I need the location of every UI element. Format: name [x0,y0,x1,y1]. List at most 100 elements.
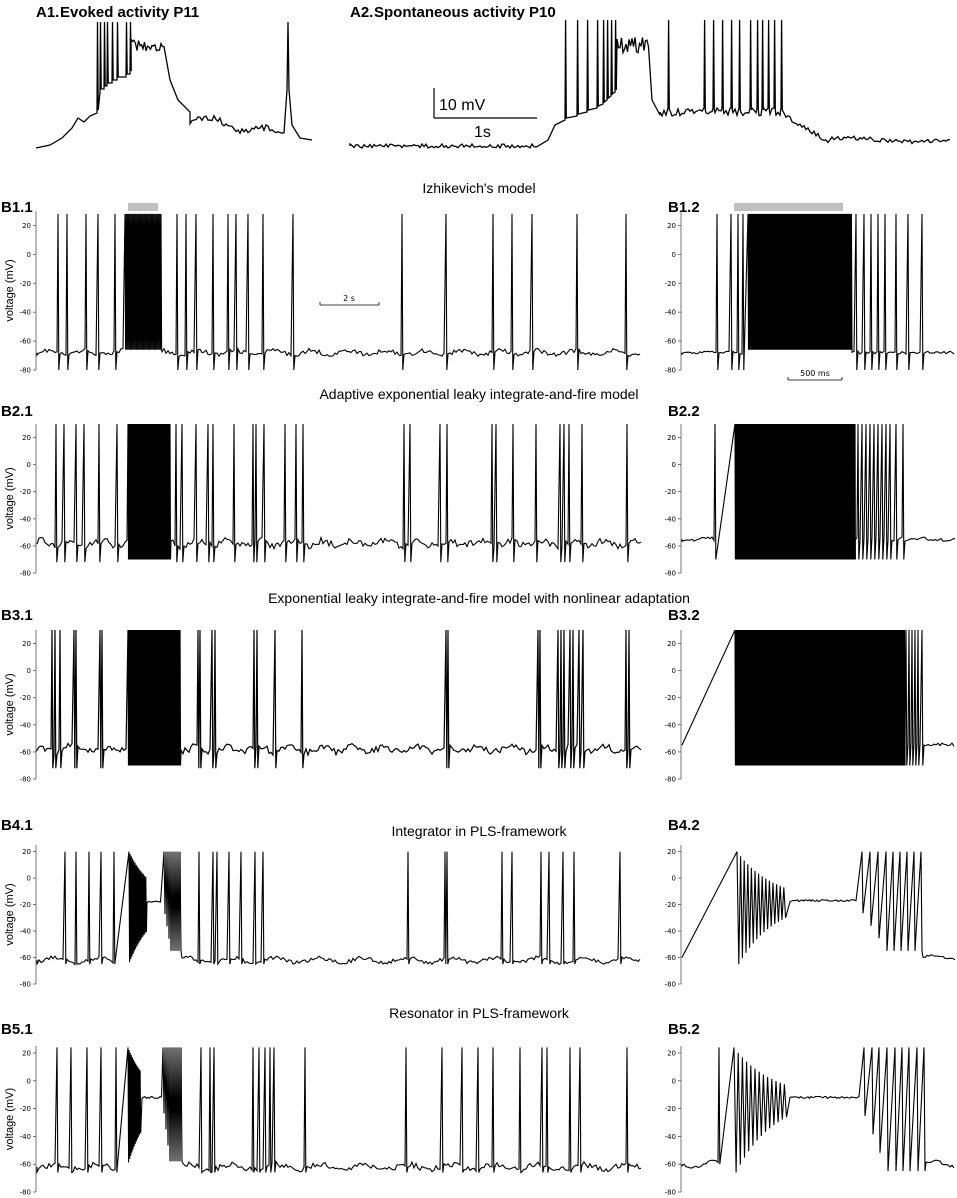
yaxis-b4-1: 20 0 -20 -40 -60 -80 [20,845,37,989]
yaxis-b4-1-tick-label: -20 [20,901,31,909]
section-title-b1: Izhikevich's model [422,180,535,196]
yaxis-b2-1-tick-label: 0 [27,461,31,469]
trace-b1-2 [681,213,955,371]
trace-b4-1 [36,851,641,966]
panel-label-b1-2: B1.2 [668,199,700,216]
yaxis-b3-1-tick-label: -80 [20,776,31,784]
yaxis-b4-1-tick-label: 0 [27,875,31,883]
yaxis-b5-1-tick-label: 20 [22,1049,31,1057]
trace-b4-2 [681,851,956,965]
yaxis-b2-2-tick-label: -40 [665,515,676,523]
yaxis-b4-2-tick-label: -20 [665,901,676,909]
panel-label-b2-2: B2.2 [668,403,700,420]
trace-b2-2 [681,423,956,560]
trace-b5-1 [36,1047,642,1175]
scale-bar-x-label: 1s [474,124,491,141]
yaxis-b5-1-tick-label: 0 [27,1077,31,1085]
yaxis-b4-2-tick-label: -40 [665,928,676,936]
yaxis-b5-2: 20 0 -20 -40 -60 -80 [665,1046,682,1197]
yaxis-b5-1: 20 0 -20 -40 -60 -80 [20,1046,37,1197]
panel-label-b5-2: B5.2 [668,1021,700,1038]
ylabel-b4: voltage (mV) [4,883,16,945]
yaxis-b3-1-tick-label: -60 [20,748,31,756]
yaxis-b3-2-tick-label: -40 [665,721,676,729]
yaxis-b4-2-tick-label: 0 [672,875,676,883]
yaxis-b2-1-tick-label: -60 [20,542,31,550]
scale-bar-label-b1-2: 500 ms [800,369,830,378]
yaxis-b2-2-tick-label: -60 [665,542,676,550]
yaxis-b2-2-tick-label: -80 [665,570,676,578]
yaxis-b2-1-tick-label: -40 [20,515,31,523]
yaxis-b2-1-tick-label: 20 [22,434,31,442]
panel-label-a2: A2. [350,4,373,21]
panel-label-a1: A1. [36,4,59,21]
yaxis-b1-2-tick-label: -60 [665,338,676,346]
panel-label-b3-1: B3.1 [1,607,33,624]
section-title-b4: Integrator in PLS-framework [391,823,567,839]
yaxis-b2-1: 20 0 -20 -40 -60 -80 [20,424,37,578]
section-title-b2: Adaptive exponential leaky integrate-and… [319,386,638,402]
trace-b2-1 [36,423,642,563]
ylabel-b3: voltage (mV) [4,673,16,735]
panel-title-a2: Spontaneous activity P10 [374,4,556,21]
stimulus-bar-b1-1 [128,203,158,211]
yaxis-b1-2-tick-label: -20 [665,280,676,288]
yaxis-b5-1-tick-label: -60 [20,1161,31,1169]
panel-label-b5-1: B5.1 [1,1021,33,1038]
yaxis-b3-1-tick-label: 0 [27,667,31,675]
yaxis-b4-2-tick-label: 20 [667,848,676,856]
yaxis-b2-2-tick-label: -20 [665,488,676,496]
yaxis-b2-2: 20 0 -20 -40 -60 -80 [665,424,682,578]
yaxis-b5-2-tick-label: 20 [667,1049,676,1057]
trace-b3-1 [36,629,642,769]
yaxis-b3-1: 20 0 -20 -40 -60 -80 [20,630,37,784]
yaxis-b5-2-tick-label: -80 [665,1189,676,1197]
yaxis-b1-2-tick-label: -40 [665,309,676,317]
yaxis-b2-1-tick-label: -20 [20,488,31,496]
yaxis-b1-2-tick-label: 20 [667,222,676,230]
yaxis-b5-1-tick-label: -40 [20,1133,31,1141]
yaxis-b1-1-tick-label: -20 [20,280,31,288]
yaxis-b3-2-tick-label: -80 [665,776,676,784]
yaxis-b5-2-tick-label: -60 [665,1161,676,1169]
trace-b1-1 [36,213,641,371]
panel-label-b3-2: B3.2 [668,607,700,624]
scale-bar-y-label: 10 mV [439,97,486,114]
trace-b5-2 [681,1047,955,1173]
yaxis-b1-1-tick-label: 20 [22,222,31,230]
yaxis-b5-2-tick-label: -40 [665,1133,676,1141]
yaxis-b2-2-tick-label: 0 [672,461,676,469]
yaxis-b3-1-tick-label: 20 [22,640,31,648]
yaxis-b3-2-tick-label: 0 [672,667,676,675]
yaxis-b3-1-tick-label: -40 [20,721,31,729]
ylabel-b2: voltage (mV) [4,467,16,529]
yaxis-b1-1-tick-label: 0 [27,251,31,259]
yaxis-b3-2: 20 0 -20 -40 -60 -80 [665,630,682,784]
yaxis-b3-2-tick-label: -60 [665,748,676,756]
yaxis-b5-1-tick-label: -80 [20,1189,31,1197]
panel-label-b1-1: B1.1 [1,199,33,216]
yaxis-b4-1-tick-label: -60 [20,954,31,962]
yaxis-b5-1-tick-label: -20 [20,1105,31,1113]
section-title-b3: Exponential leaky integrate-and-fire mod… [268,590,690,606]
yaxis-b4-2-tick-label: -60 [665,954,676,962]
yaxis-b2-1-tick-label: -80 [20,570,31,578]
yaxis-b1-1-tick-label: -40 [20,309,31,317]
yaxis-b1-1: 20 0 -20 -40 -60 -80 [20,211,37,375]
yaxis-b1-2-tick-label: -80 [665,367,676,375]
yaxis-b4-1-tick-label: -80 [20,981,31,989]
yaxis-b2-2-tick-label: 20 [667,434,676,442]
panel-label-b4-2: B4.2 [668,817,700,834]
yaxis-b4-2: 20 0 -20 -40 -60 -80 [665,845,682,989]
yaxis-b1-1-tick-label: -80 [20,367,31,375]
yaxis-b3-2-tick-label: 20 [667,640,676,648]
yaxis-b4-1-tick-label: -40 [20,928,31,936]
yaxis-b3-1-tick-label: -20 [20,694,31,702]
yaxis-b4-2-tick-label: -80 [665,981,676,989]
stimulus-bar-b1-2 [734,203,843,211]
trace-a2 [349,19,951,150]
scale-bar-label-b1-1: 2 s [343,294,355,303]
yaxis-b1-1-tick-label: -60 [20,338,31,346]
yaxis-b4-1-tick-label: 20 [22,848,31,856]
